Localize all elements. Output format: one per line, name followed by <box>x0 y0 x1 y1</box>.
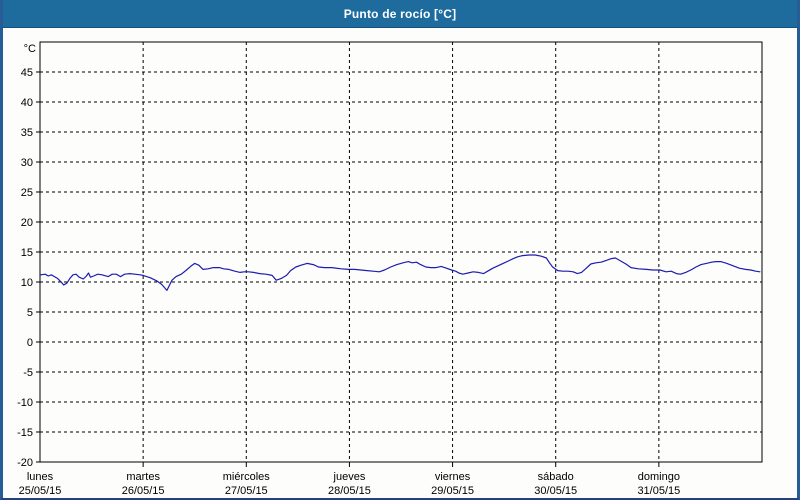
y-tick-label: 10 <box>21 277 33 289</box>
y-tick-label: 30 <box>21 157 33 169</box>
y-tick-label: -10 <box>17 397 33 409</box>
y-tick-label: 15 <box>21 247 33 259</box>
y-tick-label: 0 <box>27 337 33 349</box>
y-tick-label: 20 <box>21 217 33 229</box>
y-axis-unit-label: °C <box>24 43 36 55</box>
x-day-label: sábado <box>538 471 574 483</box>
x-date-label: 29/05/15 <box>431 485 474 497</box>
page-title: Punto de rocío [°C] <box>343 6 457 21</box>
y-tick-label: 40 <box>21 97 33 109</box>
x-date-label: 27/05/15 <box>225 485 268 497</box>
y-tick-label: -15 <box>17 427 33 439</box>
x-date-label: 30/05/15 <box>534 485 577 497</box>
dew-point-line <box>40 254 761 291</box>
plot-border <box>39 41 763 463</box>
x-day-label: miércoles <box>223 471 271 483</box>
chart-panel: 45 40 35 30 25 20 15 10 5 0 -5 -10 -15 -20 °C lunes 25/0… <box>3 28 797 498</box>
x-day-label: jueves <box>333 471 366 483</box>
x-day-label: viernes <box>435 471 471 483</box>
x-day-label: domingo <box>638 471 680 483</box>
y-tick-label: 45 <box>21 67 33 79</box>
y-tick-label: -5 <box>23 367 33 379</box>
x-date-label: 26/05/15 <box>122 485 165 497</box>
x-day-label: martes <box>126 471 160 483</box>
y-tick-label: 5 <box>27 307 33 319</box>
y-tick-label: 25 <box>21 187 33 199</box>
x-date-label: 28/05/15 <box>328 485 371 497</box>
x-date-label: 25/05/15 <box>19 485 62 497</box>
x-day-label: lunes <box>27 471 54 483</box>
y-tick-label: -20 <box>17 457 33 469</box>
dew-point-chart: 45 40 35 30 25 20 15 10 5 0 -5 -10 -15 -20 °C lunes 25/0… <box>17 41 763 497</box>
y-tick-label: 35 <box>21 127 33 139</box>
x-date-label: 31/05/15 <box>637 485 680 497</box>
window-titlebar: Punto de rocío [°C] <box>3 0 797 28</box>
